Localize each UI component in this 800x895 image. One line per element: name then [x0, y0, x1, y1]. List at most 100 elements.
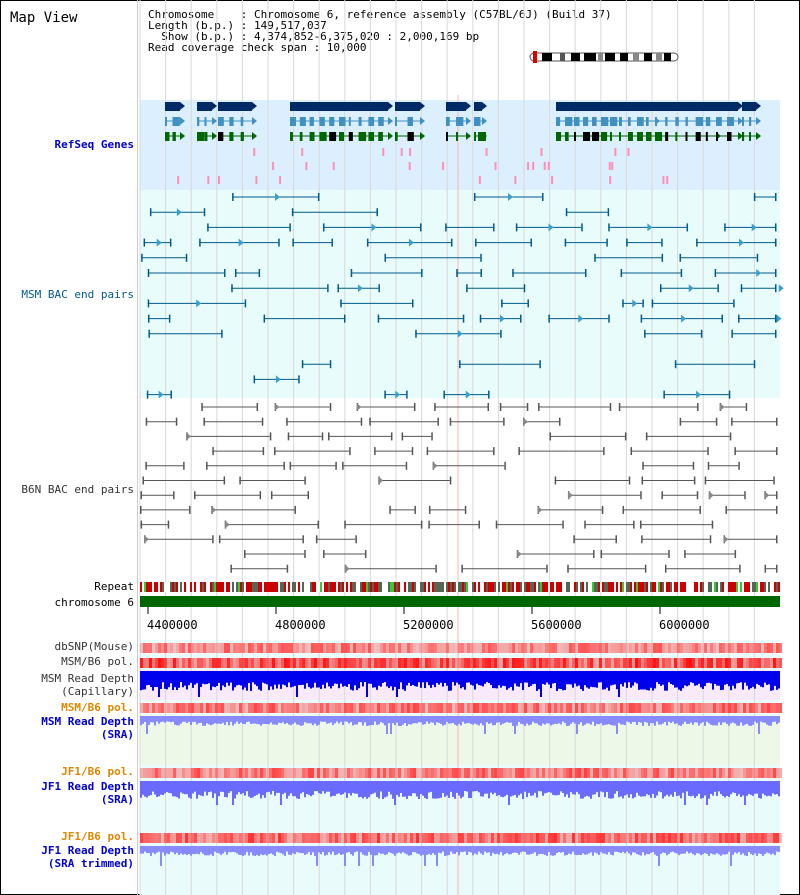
repeat-element — [376, 582, 378, 592]
polymorphism-cell — [587, 703, 590, 713]
polymorphism-cell — [644, 703, 647, 713]
depth-bar — [748, 671, 750, 690]
polymorphism-cell — [749, 658, 752, 668]
polymorphism-cell — [194, 658, 197, 668]
polymorphism-cell — [422, 768, 425, 778]
depth-bar — [256, 781, 258, 795]
depth-bar — [686, 671, 688, 687]
polymorphism-cell — [359, 658, 362, 668]
polymorphism-cell — [197, 768, 200, 778]
depth-bar — [322, 781, 324, 792]
gene-strand-arrow — [180, 117, 185, 125]
depth-bar — [146, 671, 148, 686]
depth-bar — [156, 781, 158, 797]
depth-bar — [180, 716, 182, 724]
depth-bar — [144, 716, 146, 722]
repeat-element — [766, 582, 768, 592]
depth-bar — [340, 781, 342, 795]
depth-bar — [662, 846, 664, 853]
dbsnp-cell — [224, 643, 227, 653]
gene-marker — [614, 148, 617, 156]
polymorphism-cell — [749, 703, 752, 713]
dbsnp-cell — [197, 643, 200, 653]
polymorphism-cell — [758, 658, 761, 668]
dbsnp-cell — [350, 643, 353, 653]
polymorphism-cell — [161, 833, 164, 843]
polymorphism-cell — [302, 768, 305, 778]
polymorphism-cell — [494, 768, 497, 778]
bac-end — [584, 269, 587, 277]
polymorphism-cell — [305, 768, 308, 778]
polymorphism-cell — [233, 833, 236, 843]
polymorphism-cell — [746, 703, 749, 713]
depth-bar — [744, 716, 746, 725]
polymorphism-cell — [656, 768, 659, 778]
gene-exon — [675, 132, 678, 141]
gene-strand-arrow — [388, 117, 393, 125]
polymorphism-cell — [386, 768, 389, 778]
polymorphism-cell — [209, 833, 212, 843]
depth-bar — [756, 716, 758, 724]
polymorphism-cell — [488, 658, 491, 668]
dbsnp-cell — [251, 643, 254, 653]
dbsnp-cell — [641, 643, 644, 653]
depth-bar — [484, 781, 486, 794]
depth-bar — [620, 716, 622, 725]
depth-bar — [420, 671, 422, 688]
sra-depth-bg — [140, 715, 780, 765]
depth-bar — [658, 716, 660, 725]
repeat-element — [742, 582, 744, 592]
bac-end — [478, 520, 480, 529]
gene-marker — [332, 162, 335, 170]
polymorphism-cell — [278, 833, 281, 843]
dbsnp-cell — [395, 643, 398, 653]
gene-exon — [655, 132, 663, 141]
bac-end — [700, 329, 703, 338]
polymorphism-cell — [536, 658, 539, 668]
depth-bar — [502, 781, 504, 798]
polymorphism-cell — [599, 768, 602, 778]
repeat-element — [442, 582, 444, 592]
depth-bar — [552, 671, 554, 684]
bac-end — [328, 432, 330, 441]
polymorphism-cell — [377, 703, 380, 713]
depth-bar — [744, 671, 746, 683]
depth-bar — [538, 716, 540, 726]
depth-bar — [764, 671, 766, 683]
polymorphism-cell — [689, 658, 692, 668]
repeat-element — [232, 582, 234, 592]
gene-marker — [514, 176, 517, 184]
depth-bar — [608, 716, 610, 725]
gene-exon — [172, 117, 180, 126]
bac-end — [734, 550, 737, 558]
bac-end — [262, 447, 265, 456]
bac-end — [221, 329, 223, 338]
depth-bar — [448, 846, 450, 856]
gene-strand-arrow — [252, 132, 257, 140]
polymorphism-cell — [539, 768, 542, 778]
repeat-element — [510, 582, 512, 592]
repeat-element — [566, 582, 568, 592]
polymorphism-cell — [320, 658, 323, 668]
depth-bar — [570, 846, 572, 855]
polymorphism-cell — [395, 658, 398, 668]
depth-bar — [158, 716, 160, 724]
repeat-element — [336, 582, 338, 592]
repeat-element — [630, 582, 632, 592]
bac-end — [244, 550, 246, 558]
depth-bar — [616, 781, 618, 792]
depth-bar — [580, 671, 582, 690]
repeat-element — [580, 582, 582, 592]
repeat-element — [682, 582, 684, 592]
polymorphism-cell — [239, 658, 242, 668]
depth-bar — [760, 671, 762, 687]
polymorphism-cell — [422, 703, 425, 713]
depth-bar — [504, 781, 506, 797]
depth-bar — [372, 781, 374, 794]
depth-bar — [486, 671, 488, 683]
polymorphism-cell — [389, 768, 392, 778]
dbsnp-cell — [746, 643, 749, 653]
repeat-element — [604, 582, 606, 592]
polymorphism-cell — [560, 658, 563, 668]
